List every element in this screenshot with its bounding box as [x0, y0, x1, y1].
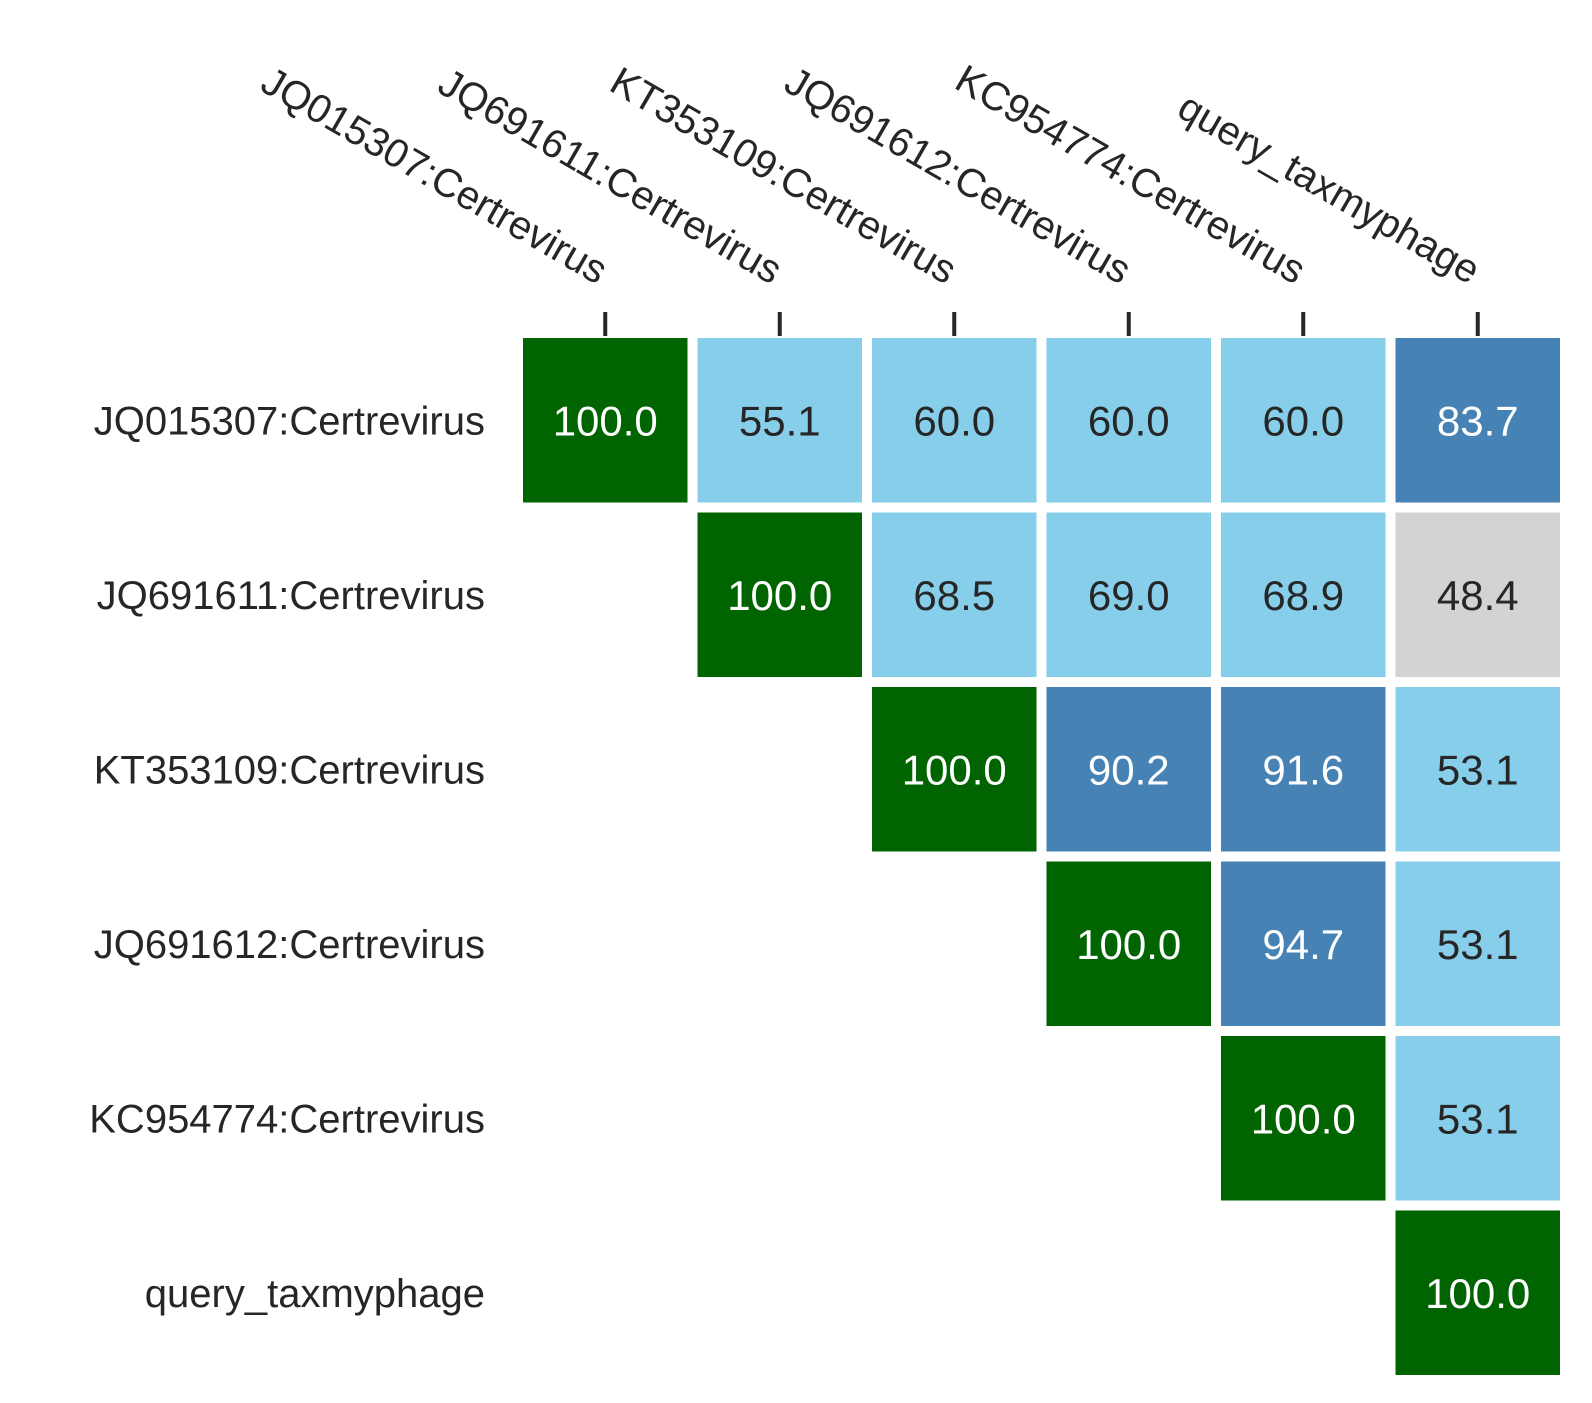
- heatmap-cell: [697, 512, 862, 677]
- heatmap-cell: [1046, 338, 1211, 503]
- cell-value-label: 60.0: [913, 397, 995, 444]
- cell-value-label: 68.5: [913, 572, 995, 619]
- heatmap-cell: [1221, 512, 1386, 677]
- cell-value-label: 83.7: [1437, 397, 1519, 444]
- cell-value-label: 100.0: [1076, 921, 1181, 968]
- y-tick-label: JQ691612:Certrevirus: [94, 923, 485, 967]
- heatmap-cell: [1221, 861, 1386, 1026]
- cell-value-label: 53.1: [1437, 921, 1519, 968]
- heatmap-cell: [1395, 687, 1560, 852]
- cell-value-label: 91.6: [1262, 746, 1344, 793]
- cell-value-label: 100.0: [1251, 1095, 1356, 1142]
- cell-value-label: 69.0: [1088, 572, 1170, 619]
- cell-value-label: 60.0: [1262, 397, 1344, 444]
- x-tick-label: query_taxmyphage: [1171, 85, 1488, 293]
- x-axis: JQ015307:CertrevirusJQ691611:Certrevirus…: [254, 57, 1487, 336]
- y-axis: JQ015307:Certrevirus JQ691611:Certrevirus…: [89, 399, 485, 1316]
- heatmap-cell: [1046, 861, 1211, 1026]
- cell-value-label: 48.4: [1437, 572, 1519, 619]
- heatmap-cell: [1221, 1036, 1386, 1201]
- heatmap-cell: [1221, 687, 1386, 852]
- cell-value-label: 100.0: [902, 746, 1007, 793]
- y-tick-label: JQ015307:Certrevirus: [94, 399, 485, 443]
- heatmap-cell: [1395, 1210, 1560, 1375]
- cell-value-label: 68.9: [1262, 572, 1344, 619]
- cell-value-label: 90.2: [1088, 746, 1170, 793]
- cell-value-label: 100.0: [727, 572, 832, 619]
- heatmap-cell: [872, 512, 1037, 677]
- heatmap-cell: [1395, 861, 1560, 1026]
- heatmap-cell: [523, 338, 688, 503]
- y-tick-label: JQ691611:Certrevirus: [97, 574, 485, 618]
- heatmap-cell: [1395, 338, 1560, 503]
- heatmap-cell: [1046, 687, 1211, 852]
- cell-value-label: 53.1: [1437, 746, 1519, 793]
- heatmap-cell: [1395, 512, 1560, 677]
- heatmap-cells: 100.0 55.1 60.0 60.0 60.0 83.7 100.0 68.5 69.0 68…: [523, 338, 1560, 1375]
- cell-value-label: 55.1: [739, 397, 821, 444]
- heatmap-cell: [697, 338, 862, 503]
- cell-value-label: 53.1: [1437, 1095, 1519, 1142]
- cell-value-label: 100.0: [553, 397, 658, 444]
- y-tick-label: KT353109:Certrevirus: [94, 748, 485, 792]
- cell-value-label: 94.7: [1262, 921, 1344, 968]
- y-tick-label: KC954774:Certrevirus: [89, 1097, 485, 1141]
- cell-value-label: 60.0: [1088, 397, 1170, 444]
- y-tick-label: query_taxmyphage: [145, 1272, 485, 1316]
- heatmap-cell: [1395, 1036, 1560, 1201]
- heatmap-cell: [872, 338, 1037, 503]
- heatmap-cell: [1221, 338, 1386, 503]
- heatmap-cell: [1046, 512, 1211, 677]
- cell-value-label: 100.0: [1425, 1270, 1530, 1317]
- heatmap-cell: [872, 687, 1037, 852]
